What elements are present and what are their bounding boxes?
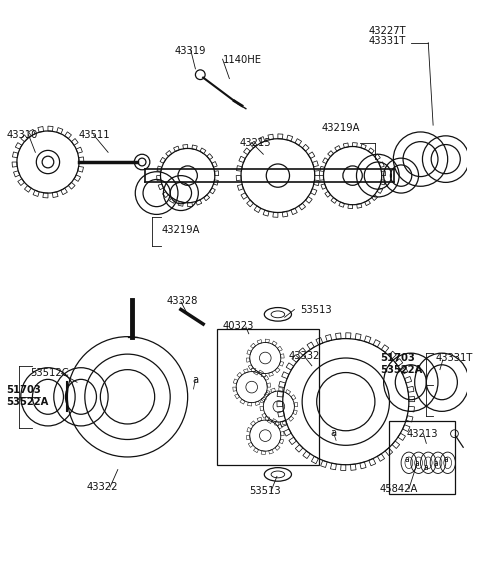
- Text: 40323: 40323: [223, 321, 254, 331]
- Text: 43328: 43328: [166, 296, 198, 306]
- Text: 53513: 53513: [300, 305, 332, 315]
- Text: 43322: 43322: [87, 482, 118, 492]
- Text: 43227T: 43227T: [368, 26, 406, 36]
- Text: 43219A: 43219A: [161, 225, 200, 235]
- Text: 43215: 43215: [239, 138, 271, 148]
- Text: 43332: 43332: [288, 351, 320, 361]
- Text: 53513: 53513: [249, 486, 280, 496]
- Text: 1140HE: 1140HE: [223, 55, 262, 65]
- Text: a: a: [192, 376, 199, 386]
- Text: 43511: 43511: [79, 130, 110, 140]
- Text: 43310: 43310: [6, 130, 37, 140]
- Text: a: a: [405, 455, 409, 464]
- Text: 53522A: 53522A: [6, 397, 48, 407]
- Text: 43319: 43319: [175, 46, 206, 56]
- Text: 43219A: 43219A: [322, 123, 360, 133]
- Text: a: a: [424, 463, 429, 472]
- Bar: [389, 421, 456, 494]
- Text: 43331T: 43331T: [368, 36, 406, 46]
- Text: 53512C: 53512C: [31, 367, 69, 378]
- Text: 51703: 51703: [6, 385, 41, 395]
- Text: 43331T: 43331T: [436, 353, 473, 363]
- Text: a: a: [433, 459, 438, 468]
- Bar: [217, 329, 319, 465]
- Text: 43213: 43213: [407, 429, 438, 439]
- Text: 45842A: 45842A: [380, 484, 418, 494]
- Text: 53522A: 53522A: [380, 365, 422, 375]
- Text: a: a: [444, 455, 448, 464]
- Text: a: a: [414, 459, 419, 468]
- Text: a: a: [330, 428, 336, 438]
- Text: 51703: 51703: [380, 353, 415, 363]
